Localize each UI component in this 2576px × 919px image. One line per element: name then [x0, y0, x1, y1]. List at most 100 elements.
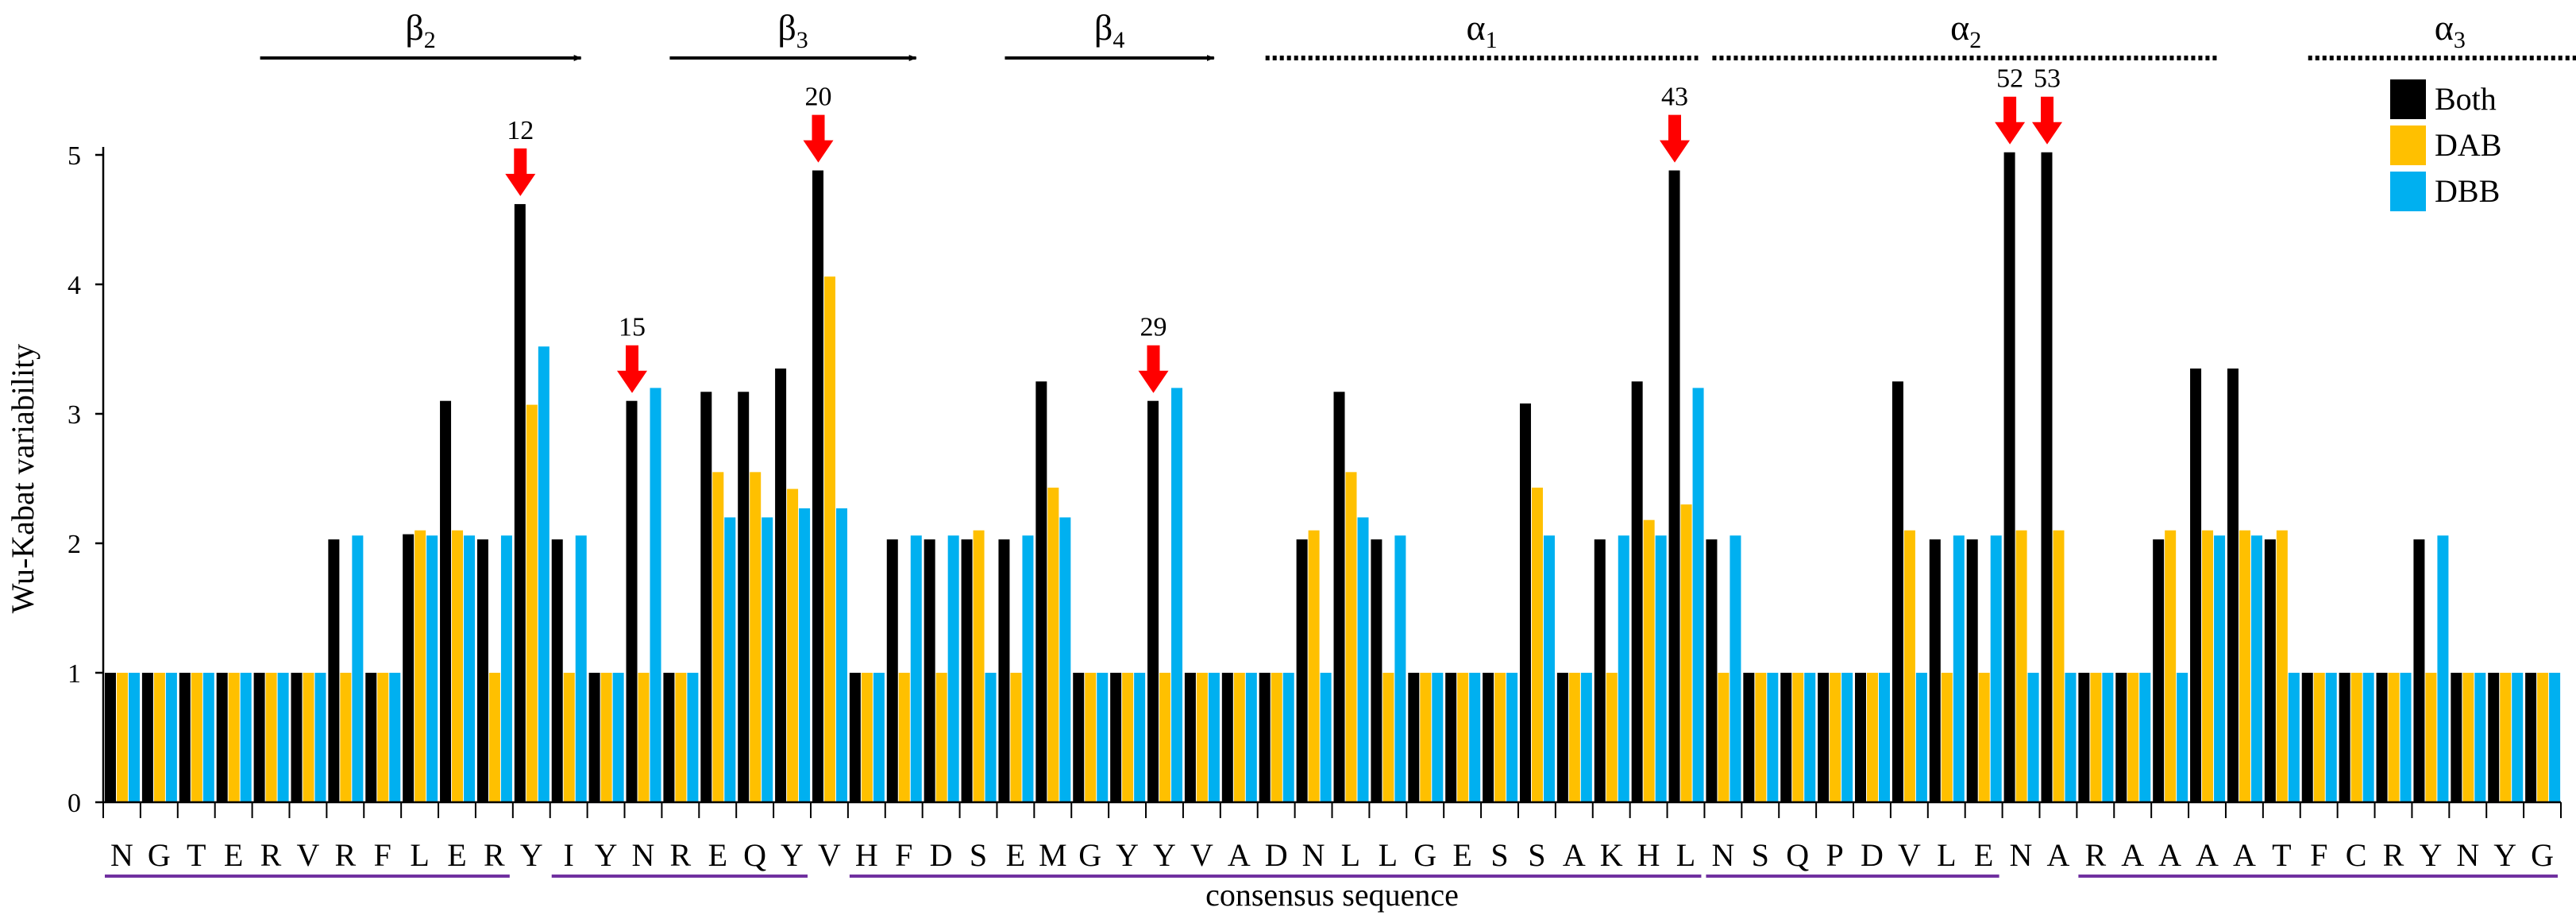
bar-dbb-53 — [2065, 673, 2077, 802]
bar-dbb-49 — [1915, 673, 1927, 802]
residue-label-39: S — [1528, 837, 1545, 873]
bar-dab-10 — [452, 530, 464, 802]
bar-both-23 — [924, 539, 935, 802]
bar-dab-43 — [1680, 504, 1692, 802]
residue-label-10: E — [447, 837, 466, 873]
bar-dbb-54 — [2102, 673, 2114, 802]
bar-dbb-26 — [1059, 517, 1071, 802]
residue-label-15: N — [632, 837, 655, 873]
residue-label-35: L — [1379, 837, 1398, 873]
bar-both-2 — [141, 673, 153, 802]
residue-label-20: V — [818, 837, 841, 873]
y-tick-label-1: 1 — [67, 659, 81, 689]
bar-both-57 — [2190, 368, 2202, 802]
bar-both-52 — [2003, 152, 2015, 803]
bar-dbb-59 — [2288, 673, 2300, 802]
bar-dbb-22 — [910, 535, 922, 802]
bar-dbb-15 — [650, 388, 661, 802]
bar-both-37 — [1445, 673, 1457, 802]
bar-both-44 — [1706, 539, 1718, 802]
bar-dab-33 — [1308, 530, 1320, 802]
bars-layer — [105, 152, 2561, 803]
bar-dab-15 — [638, 673, 650, 802]
residue-label-21: H — [855, 837, 878, 873]
bar-both-26 — [1035, 381, 1047, 802]
residue-label-16: R — [670, 837, 692, 873]
bar-dab-44 — [1718, 673, 1730, 802]
structure-label-β4: β4 — [1094, 7, 1124, 53]
bar-dab-42 — [1643, 519, 1655, 802]
residue-label-19: Y — [781, 837, 804, 873]
bar-dab-57 — [2202, 530, 2214, 802]
legend-swatch-dbb — [2390, 172, 2426, 211]
axes-layer: 0 1 2 3 4 5 Wu-Kabat variability — [5, 141, 2562, 818]
bar-dab-47 — [1830, 673, 1841, 802]
residue-label-26: M — [1039, 837, 1067, 873]
bar-both-66 — [2525, 673, 2537, 802]
bar-dab-3 — [191, 673, 202, 802]
arrow-icon-53 — [2032, 96, 2062, 145]
bar-both-32 — [1259, 673, 1271, 802]
bar-dab-20 — [823, 276, 835, 803]
bar-dab-29 — [1159, 673, 1171, 802]
residue-label-11: R — [484, 837, 505, 873]
bar-dab-56 — [2165, 530, 2177, 802]
bar-both-47 — [1818, 673, 1830, 802]
bar-dbb-44 — [1730, 535, 1741, 802]
bar-dab-12 — [526, 404, 538, 802]
residue-label-59: T — [2272, 837, 2291, 873]
residue-label-46: Q — [1786, 837, 1809, 873]
bar-both-16 — [663, 673, 675, 802]
residue-label-42: H — [1637, 837, 1660, 873]
bar-dab-60 — [2313, 673, 2325, 802]
bar-dab-17 — [712, 472, 724, 802]
y-tick-label-3: 3 — [67, 400, 81, 430]
structure-label-α2: α2 — [1950, 7, 1981, 53]
bar-both-48 — [1855, 673, 1867, 802]
residue-label-62: R — [2383, 837, 2404, 873]
legend-label-both: Both — [2435, 81, 2497, 117]
bar-dbb-38 — [1506, 673, 1518, 802]
bar-dbb-56 — [2177, 673, 2188, 802]
bar-dab-45 — [1755, 673, 1767, 802]
bar-dbb-16 — [687, 673, 699, 802]
bar-dab-37 — [1457, 673, 1469, 802]
bar-dbb-11 — [500, 535, 512, 802]
residue-label-55: A — [2121, 837, 2144, 873]
bar-dbb-35 — [1394, 535, 1406, 802]
bar-both-46 — [1780, 673, 1792, 802]
bar-both-14 — [588, 673, 600, 802]
residue-label-13: I — [564, 837, 574, 873]
bar-dbb-65 — [2512, 673, 2524, 802]
residue-label-27: G — [1078, 837, 1101, 873]
bar-dab-5 — [265, 673, 277, 802]
bar-dab-21 — [861, 673, 873, 802]
y-tick-label-4: 4 — [67, 271, 81, 300]
residue-label-40: A — [1563, 837, 1586, 873]
bar-both-50 — [1929, 539, 1941, 802]
bar-dab-13 — [563, 673, 575, 802]
residue-label-30: V — [1190, 837, 1213, 873]
bar-dab-6 — [303, 673, 314, 802]
bar-dab-9 — [415, 530, 426, 802]
bar-dab-2 — [153, 673, 165, 802]
bar-dab-58 — [2239, 530, 2250, 802]
bar-dbb-41 — [1618, 535, 1629, 802]
bar-both-51 — [1966, 539, 1978, 802]
bar-dbb-13 — [575, 535, 587, 802]
bar-dab-30 — [1196, 673, 1208, 802]
residue-label-14: Y — [595, 837, 618, 873]
residue-label-54: R — [2084, 837, 2106, 873]
bar-both-19 — [775, 368, 787, 802]
bar-dbb-39 — [1543, 535, 1555, 802]
arrow-icon-29 — [1138, 345, 1169, 393]
residue-label-37: E — [1452, 837, 1471, 873]
bar-dbb-28 — [1134, 673, 1146, 802]
bar-dab-40 — [1568, 673, 1580, 802]
bar-dab-16 — [675, 673, 687, 802]
residue-label-25: E — [1006, 837, 1025, 873]
bar-dbb-57 — [2214, 535, 2226, 802]
residue-label-52: N — [2010, 837, 2033, 873]
bar-dbb-42 — [1655, 535, 1667, 802]
